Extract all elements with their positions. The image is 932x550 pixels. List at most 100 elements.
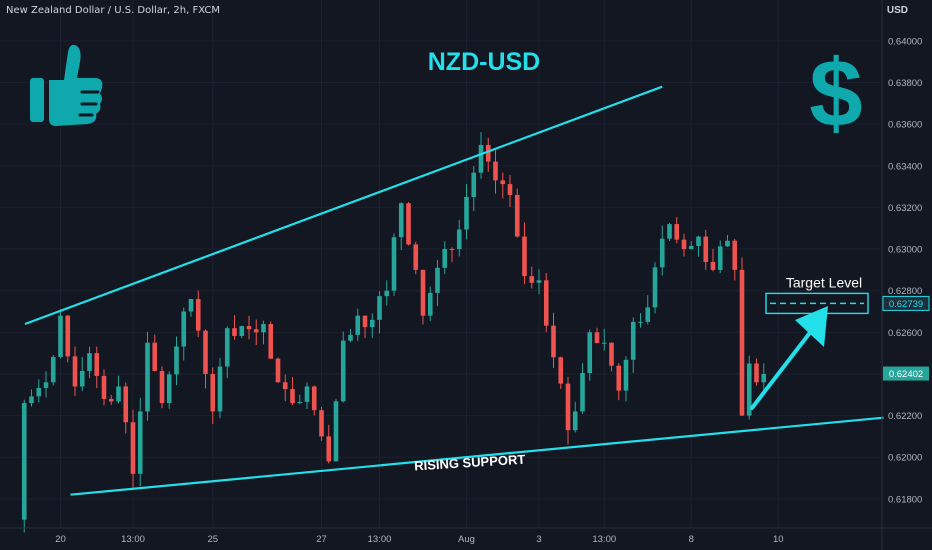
- candle: [29, 389, 34, 407]
- candle: [587, 329, 593, 381]
- candle: [594, 327, 600, 344]
- candle: [413, 241, 419, 275]
- candle: [551, 312, 556, 368]
- y-tick-label: 0.63800: [888, 78, 922, 89]
- target-label: Target Level: [786, 274, 862, 290]
- candle: [630, 317, 636, 374]
- x-tick-label: 10: [773, 534, 784, 545]
- candle: [123, 382, 129, 434]
- candle: [58, 309, 63, 359]
- candle: [703, 229, 709, 271]
- candle: [362, 315, 368, 339]
- candle: [725, 235, 730, 247]
- candle: [72, 346, 78, 396]
- candle: [565, 376, 571, 445]
- candle: [210, 367, 216, 425]
- x-tick-label: 20: [55, 534, 66, 545]
- candle: [282, 374, 288, 402]
- candle: [326, 424, 332, 464]
- candle: [137, 397, 143, 487]
- candle: [275, 357, 281, 383]
- candle: [203, 329, 208, 389]
- candle: [485, 137, 491, 172]
- candle: [558, 356, 564, 390]
- support-label: RISING SUPPORT: [414, 452, 526, 474]
- candle: [65, 314, 71, 363]
- y-tick-label: 0.62600: [888, 328, 922, 339]
- y-tick-label: 0.63600: [888, 120, 922, 131]
- dollar-icon: $: [809, 40, 862, 147]
- candle: [290, 376, 295, 406]
- candle: [638, 313, 643, 328]
- candle: [442, 241, 448, 274]
- candle: [536, 269, 542, 295]
- x-tick-label: Aug: [458, 534, 475, 545]
- candle: [217, 357, 223, 419]
- x-tick-label: 13:00: [368, 534, 392, 545]
- y-tick-label: 0.63200: [888, 203, 922, 214]
- candle: [130, 409, 136, 488]
- overlays: 0.62739 0.62402: [882, 295, 930, 381]
- upper-trendline[interactable]: [24, 85, 663, 326]
- candle: [246, 315, 252, 340]
- candle: [543, 272, 549, 333]
- x-tick-label: 13:00: [121, 534, 145, 545]
- last-price-text: 0.62402: [889, 369, 923, 380]
- candle: [369, 313, 375, 338]
- candle: [333, 398, 339, 462]
- candle: [355, 308, 361, 341]
- candle: [36, 379, 42, 403]
- candle: [688, 241, 694, 250]
- x-tick-label: 3: [536, 534, 541, 545]
- candle: [232, 315, 237, 340]
- candle: [710, 248, 716, 272]
- candle: [717, 240, 723, 274]
- candle: [152, 334, 158, 372]
- candle: [427, 286, 433, 322]
- candle: [268, 321, 274, 360]
- candle: [522, 222, 527, 285]
- candle: [507, 174, 513, 208]
- rising-support-line[interactable]: [70, 416, 884, 496]
- last-price-badge: [883, 366, 929, 381]
- candle: [456, 219, 462, 257]
- candle: [572, 401, 578, 433]
- candle: [667, 222, 672, 242]
- candle: [116, 375, 121, 404]
- candle: [696, 235, 701, 257]
- candle: [188, 298, 194, 317]
- candle: [652, 262, 658, 314]
- candle: [449, 247, 455, 263]
- symbol-info: New Zealand Dollar / U.S. Dollar, 2h, FX…: [6, 5, 220, 16]
- icons: $: [30, 40, 863, 147]
- y-tick-label: 0.62000: [888, 453, 922, 464]
- candle: [471, 166, 477, 212]
- arrow-shaft: [750, 328, 814, 410]
- y-tick-label: 0.63000: [888, 245, 922, 256]
- candle: [754, 358, 759, 386]
- y-tick-label: 0.61800: [888, 494, 922, 505]
- candle: [50, 355, 56, 386]
- candle: [94, 346, 100, 389]
- target-price-badge: [882, 295, 930, 311]
- candles: [21, 132, 767, 533]
- x-tick-label: 27: [316, 534, 327, 545]
- y-tick-label: 0.64000: [888, 36, 922, 47]
- candle: [406, 202, 411, 246]
- y-tick-label: 0.62800: [888, 286, 922, 297]
- candle: [79, 357, 85, 392]
- candle: [224, 326, 230, 379]
- candle: [253, 319, 259, 345]
- candle: [239, 325, 245, 339]
- candle: [311, 385, 317, 416]
- candle: [645, 295, 651, 325]
- candle: [319, 406, 324, 441]
- candle: [348, 329, 353, 343]
- candle: [297, 394, 303, 404]
- candle: [514, 188, 520, 238]
- candle: [746, 355, 752, 420]
- arrow-head: [795, 306, 828, 347]
- y-tick-label: 0.62200: [888, 411, 922, 422]
